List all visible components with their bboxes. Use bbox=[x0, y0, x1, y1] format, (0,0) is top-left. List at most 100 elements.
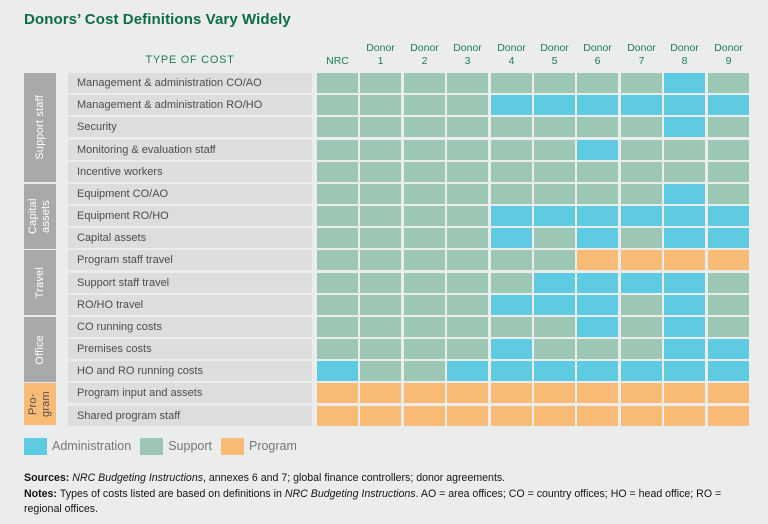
heatmap-cell bbox=[404, 406, 445, 426]
heatmap-cell bbox=[621, 250, 662, 270]
heatmap-cell bbox=[317, 73, 358, 93]
heatmap-cell bbox=[534, 295, 575, 315]
heatmap-cell bbox=[447, 317, 488, 337]
row-group-label: Capital assets bbox=[27, 198, 52, 235]
legend-swatch bbox=[220, 437, 244, 455]
footer-text-segment: Notes: bbox=[24, 487, 60, 500]
heatmap-cell bbox=[664, 295, 705, 315]
row-label: RO/HO travel bbox=[68, 295, 312, 315]
column-header-line: Donor bbox=[670, 42, 699, 54]
heatmap-cell bbox=[447, 361, 488, 381]
row-label: Management & administration RO/HO bbox=[68, 95, 312, 115]
heatmap-cell bbox=[447, 117, 488, 137]
heatmap-cell bbox=[491, 73, 532, 93]
heatmap-cell bbox=[534, 361, 575, 381]
heatmap-cell bbox=[317, 228, 358, 248]
heatmap-cell bbox=[404, 184, 445, 204]
column-header: Donor 8 bbox=[661, 39, 708, 67]
heatmap-cell bbox=[447, 206, 488, 226]
column-header: Donor 6 bbox=[574, 39, 621, 67]
heatmap-cell bbox=[404, 162, 445, 182]
heatmap-cell bbox=[360, 140, 401, 160]
column-header-line: 2 bbox=[421, 54, 428, 67]
footer-text-segment: Sources: bbox=[24, 472, 73, 484]
heatmap-cell bbox=[317, 383, 358, 403]
heatmap-cell bbox=[317, 162, 358, 182]
row-group-box: Office bbox=[24, 317, 56, 382]
heatmap-cell bbox=[534, 117, 575, 137]
column-header: Donor 1 bbox=[357, 39, 404, 67]
column-header-line: NRC bbox=[326, 54, 349, 67]
heatmap-cell bbox=[404, 117, 445, 137]
heatmap-cell bbox=[447, 162, 488, 182]
heatmap-cell bbox=[577, 361, 618, 381]
heatmap-cell bbox=[664, 117, 705, 137]
column-header-line: Donor bbox=[540, 42, 569, 54]
row-label: Monitoring & evaluation staff bbox=[68, 140, 312, 160]
heatmap-cell bbox=[447, 273, 488, 293]
heatmap-cell bbox=[664, 140, 705, 160]
heatmap-cell bbox=[404, 273, 445, 293]
heatmap-cell bbox=[621, 95, 662, 115]
row-label: Support staff travel bbox=[68, 273, 312, 293]
column-header-line: Donor bbox=[714, 42, 743, 54]
heatmap-cell bbox=[534, 206, 575, 226]
heatmap-cell bbox=[360, 295, 401, 315]
heatmap-cell bbox=[664, 184, 705, 204]
column-header-line: Donor bbox=[497, 42, 526, 54]
heatmap-cell bbox=[577, 339, 618, 359]
heatmap-cell bbox=[447, 140, 488, 160]
heatmap-cell bbox=[317, 184, 358, 204]
heatmap-cell bbox=[708, 73, 749, 93]
heatmap-cell bbox=[360, 184, 401, 204]
heatmap-cell bbox=[621, 162, 662, 182]
footer-text-segment: , annexes 6 and 7; global finance contro… bbox=[203, 472, 506, 484]
heatmap-cell bbox=[534, 184, 575, 204]
column-header: Donor 2 bbox=[401, 39, 448, 67]
heatmap-cell bbox=[360, 95, 401, 115]
row-label: Program staff travel bbox=[68, 250, 312, 270]
row-label: Incentive workers bbox=[68, 162, 312, 182]
legend-swatch bbox=[140, 437, 164, 455]
heatmap-cell bbox=[360, 162, 401, 182]
row-label: Equipment CO/AO bbox=[68, 184, 312, 204]
heatmap-cell bbox=[404, 339, 445, 359]
heatmap-cell bbox=[664, 273, 705, 293]
footer-notes: Sources: NRC Budgeting Instructions, ann… bbox=[24, 471, 760, 518]
heatmap-cell bbox=[708, 140, 749, 160]
heatmap-cell bbox=[404, 206, 445, 226]
column-headers: NRC Donor 1 Donor 2 Donor 3 Donor 4 Donor 5 Donor 6 D… bbox=[0, 39, 768, 67]
heatmap-cell bbox=[577, 273, 618, 293]
heatmap-cell bbox=[447, 295, 488, 315]
heatmap-cell bbox=[708, 206, 749, 226]
heatmap-cell bbox=[534, 228, 575, 248]
legend-item: Program bbox=[220, 437, 297, 455]
heatmap-cell bbox=[577, 117, 618, 137]
column-header: Donor 9 bbox=[705, 39, 752, 67]
column-header: Donor 3 bbox=[444, 39, 491, 67]
heatmap-cell bbox=[621, 273, 662, 293]
heatmap-cell bbox=[664, 339, 705, 359]
heatmap-cell bbox=[534, 250, 575, 270]
heatmap-cell bbox=[577, 295, 618, 315]
heatmap-cell bbox=[577, 184, 618, 204]
heatmap-cell bbox=[534, 339, 575, 359]
heatmap-cell bbox=[621, 184, 662, 204]
heatmap-cell bbox=[621, 117, 662, 137]
heatmap-cell bbox=[317, 117, 358, 137]
heatmap-cell bbox=[317, 140, 358, 160]
heatmap-cell bbox=[360, 339, 401, 359]
heatmap-cell bbox=[621, 361, 662, 381]
heatmap-cell bbox=[577, 383, 618, 403]
row-label: Premises costs bbox=[68, 339, 312, 359]
column-header: Donor 5 bbox=[531, 39, 578, 67]
heatmap-cell bbox=[360, 228, 401, 248]
row-group-label: Support staff bbox=[33, 95, 46, 160]
heatmap-cell bbox=[317, 273, 358, 293]
column-header-line: 1 bbox=[377, 54, 384, 67]
heatmap-cell bbox=[491, 317, 532, 337]
row-label: Shared program staff bbox=[68, 406, 312, 426]
heatmap-cell bbox=[404, 95, 445, 115]
